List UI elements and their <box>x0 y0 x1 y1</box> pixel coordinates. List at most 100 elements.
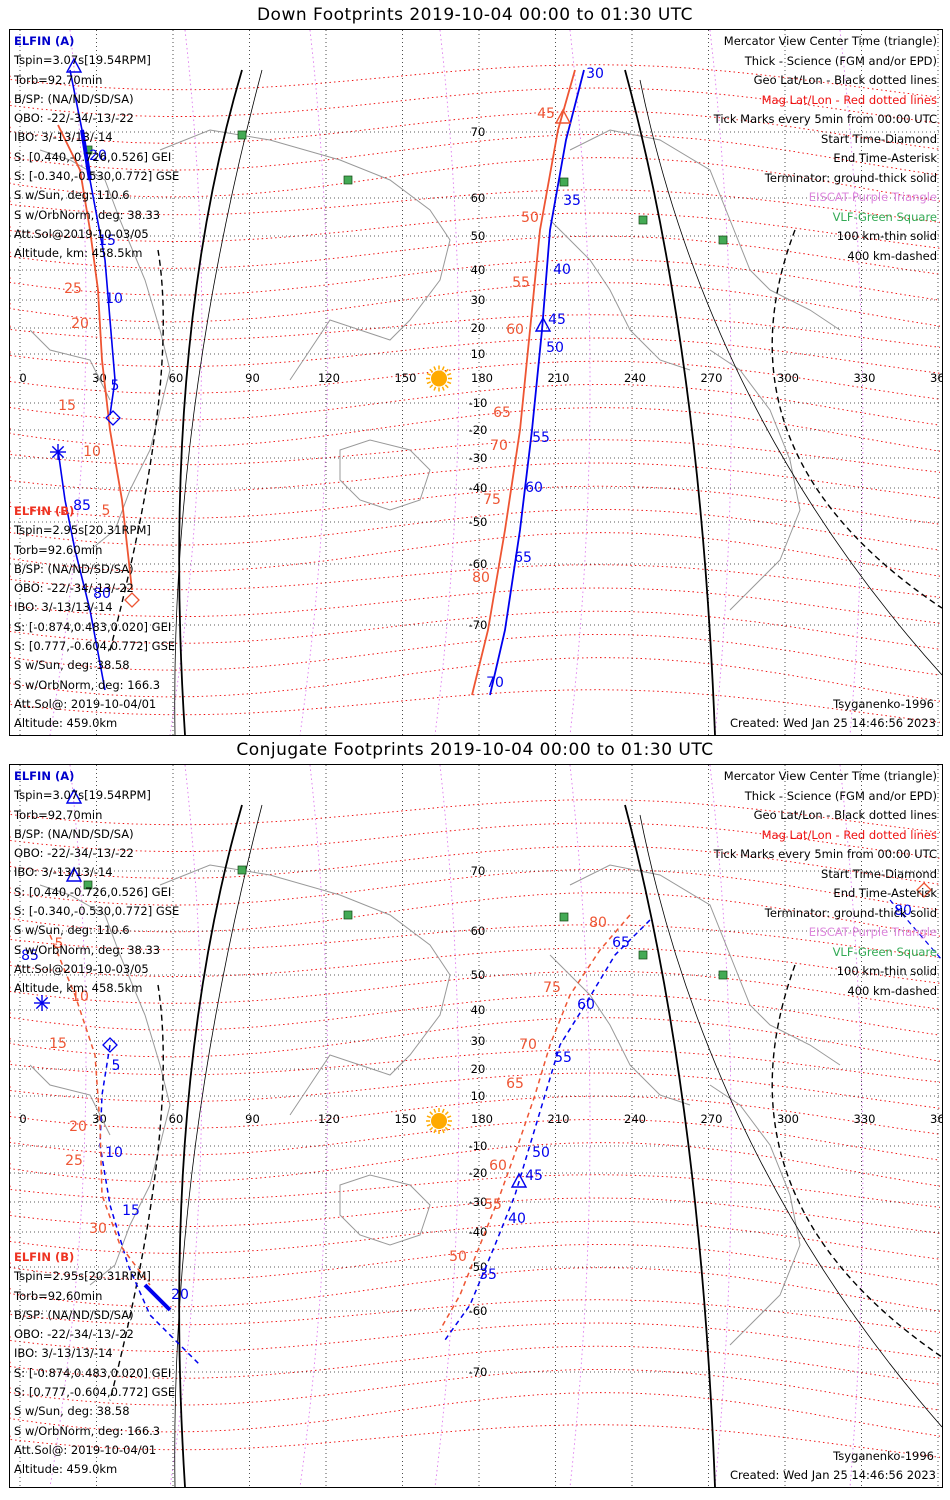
tick-label-a: 65 <box>612 935 630 951</box>
info-line: Tspin=3.07s[19.54RPM] <box>14 53 151 68</box>
elfin-a-info: ELFIN (A) Tspin=3.07s[19.54RPM] Torb=92.… <box>14 32 179 264</box>
coastline <box>339 1174 431 1246</box>
tick-label-b: 20 <box>69 1119 87 1135</box>
elfin-b-track <box>439 914 631 1331</box>
elfin-a-header: ELFIN (A) <box>14 769 75 783</box>
info-line: S: [-0.340,-0.530,0.772] GSE <box>14 169 180 184</box>
tick-label-b: 15 <box>58 398 76 414</box>
sun-ray <box>426 381 431 385</box>
info-line: S w/Sun, deg: 38.58 <box>14 658 130 673</box>
info-line: IBO: 3/-13/13/-14 <box>14 130 113 145</box>
tick-label-a: 20 <box>89 148 107 164</box>
coastline <box>569 864 841 1066</box>
legend-item: 100 km-thin solid <box>836 229 937 243</box>
info-line: Altitude: 459.0km <box>14 1462 118 1477</box>
sun-ray <box>447 381 452 385</box>
info-line: Altitude, km: 458.5km <box>14 246 143 261</box>
elfin-a-science <box>80 129 92 181</box>
tick-label-a: 10 <box>105 1145 123 1161</box>
tick-label-b: 55 <box>484 1197 502 1213</box>
legend-item: VLF-Green Square <box>832 209 937 224</box>
lat-label: 30 <box>471 1034 486 1048</box>
lon-label: 330 <box>854 371 876 385</box>
end-asterisk-icon <box>51 445 65 459</box>
tick-label-a: 60 <box>577 997 595 1013</box>
lon-label: 300 <box>777 371 799 385</box>
legend-item: Terminator: ground-thick solid <box>764 170 937 185</box>
mag-lat-line <box>10 822 941 859</box>
mag-lat-line <box>10 157 941 202</box>
tick-label-b: 55 <box>512 275 530 291</box>
lat-label: -10 <box>469 396 488 410</box>
info-line: Altitude, km: 458.5km <box>14 981 143 996</box>
tick-label-a: 15 <box>98 233 116 249</box>
terminator-400km <box>109 249 164 651</box>
tick-label-b: 80 <box>472 570 490 586</box>
vlf-square-icon <box>718 235 728 245</box>
legend-item: Tick Marks every 5min from 00:00 UTC <box>713 112 937 126</box>
panel-title-down: Down Footprints 2019-10-04 00:00 to 01:3… <box>256 5 694 25</box>
coastline <box>549 954 691 1106</box>
lon-label: 300 <box>777 1112 799 1126</box>
tick-label-b: 25 <box>65 1153 83 1169</box>
lat-label: -50 <box>469 1260 488 1274</box>
tick-label-b: 65 <box>506 1076 524 1092</box>
mag-lat-line <box>10 892 941 937</box>
tick-label-a: 40 <box>553 262 571 278</box>
map-legend: Mercator View Center Time (triangle) Thi… <box>714 32 937 266</box>
legend-item: Thick - Science (FGM and/or EPD) <box>744 53 937 68</box>
legend-item: Mercator View Center Time (triangle) <box>723 769 937 783</box>
lat-label: 40 <box>471 1003 486 1017</box>
tick-label-a: 15 <box>122 1203 140 1219</box>
info-line: S: [0.777,-0.604,0.772] GSE <box>14 639 176 654</box>
mag-lat-line <box>10 235 941 275</box>
coastline <box>709 349 801 611</box>
tick-label-b: 5 <box>102 503 111 519</box>
vlf-square-icon <box>559 912 569 922</box>
sun-ray <box>447 1123 452 1127</box>
coastline <box>569 129 841 331</box>
mag-lat-line <box>10 845 941 885</box>
info-line: OBO: -22/-34/-13/-22 <box>14 581 134 596</box>
lon-label: 150 <box>395 1112 417 1126</box>
tick-label-b: 50 <box>521 210 539 226</box>
mag-lat-line <box>10 1049 941 1083</box>
mag-lat-line <box>10 439 941 473</box>
tick-label-b: 70 <box>490 438 508 454</box>
lat-label: 50 <box>471 229 486 243</box>
tick-label-a: 55 <box>554 1050 572 1066</box>
terminator-line <box>178 804 243 1487</box>
info-line: Att.Sol@2019-10-03/05 <box>14 961 149 976</box>
legend-item: Tick Marks every 5min from 00:00 UTC <box>713 847 937 861</box>
legend-item: Geo Lat/Lon - Black dotted lines <box>753 808 937 822</box>
sun-icon <box>431 1113 447 1129</box>
info-line: Torb=92.60min <box>14 542 103 557</box>
model-label: Tsyganenko-1996 <box>833 1449 934 1463</box>
elfin-a-track <box>444 919 651 1341</box>
elfin-a-header: ELFIN (A) <box>14 34 75 48</box>
coastline <box>39 149 171 551</box>
lon-label: 180 <box>471 371 493 385</box>
mag-lat-line <box>10 970 941 1010</box>
mag-lat-line <box>10 314 941 348</box>
info-line: IBO: 3/-13/13/-14 <box>14 865 113 880</box>
mag-lat-line <box>10 689 941 723</box>
tick-label-b: 50 <box>449 1249 467 1265</box>
tick-label-b: 65 <box>493 405 511 421</box>
coastline <box>549 219 691 371</box>
tick-label-b: 10 <box>71 989 89 1005</box>
tick-label-b: 25 <box>64 281 82 297</box>
elfin-a-track <box>889 899 942 961</box>
sun-ray <box>444 368 449 373</box>
info-line: Att.Sol@: 2019-10-04/01 <box>14 1442 157 1457</box>
tick-label-a: 35 <box>563 193 581 209</box>
mag-lat-line <box>10 337 941 374</box>
vlf-square-icon <box>83 880 93 890</box>
end-asterisk-icon <box>35 996 49 1010</box>
vlf-square-icon <box>559 177 569 187</box>
coastline <box>39 884 171 1286</box>
mag-lat-line <box>10 282 941 327</box>
tick-label-a: 5 <box>112 1058 121 1074</box>
created-label: Created: Wed Jan 25 14:46:56 2023 <box>729 1468 936 1482</box>
conjugate-footprints-map: 70 60 50 40 30 20 10 -10 -20 -30 -40 -50 -60 -70 0 30 60… <box>10 765 942 1487</box>
